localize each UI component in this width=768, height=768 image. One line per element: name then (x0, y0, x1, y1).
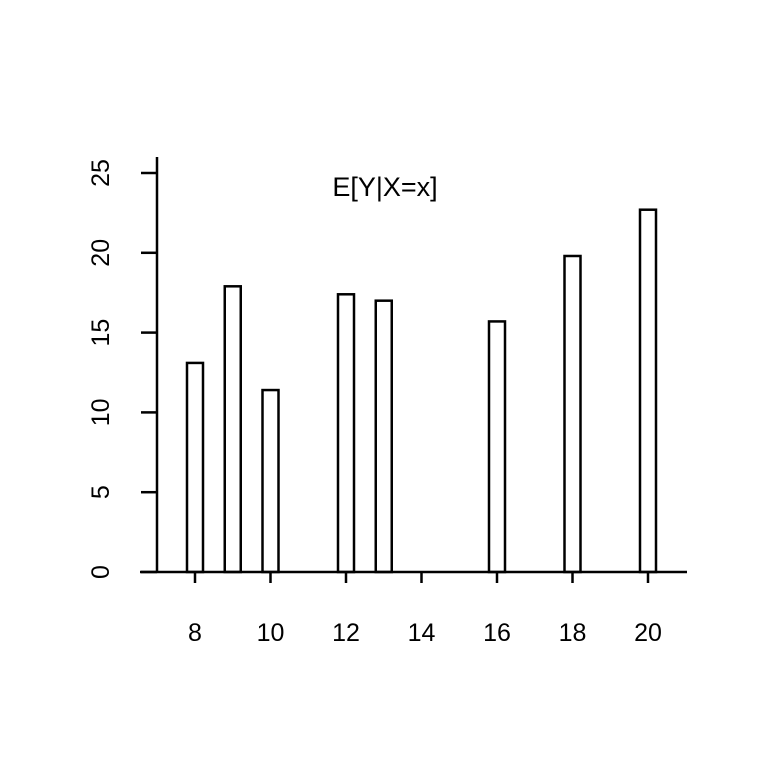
bar-x-8 (185, 361, 205, 574)
x-tick-label-10: 10 (257, 619, 285, 647)
x-tick-label-12: 12 (332, 619, 360, 647)
y-tick-label-5: 5 (87, 485, 115, 499)
x-tick-label-14: 14 (408, 619, 436, 647)
bar-x-10 (261, 388, 280, 574)
y-tick-label-15: 15 (87, 319, 115, 347)
x-tick-label-20: 20 (634, 619, 662, 647)
bar-x-13 (374, 299, 393, 574)
x-tick-label-16: 16 (483, 619, 511, 647)
chart-title: E[Y|X=x] (332, 172, 437, 202)
y-tick-label-25: 25 (87, 159, 115, 187)
bar-x-9 (223, 285, 242, 574)
bars-layer (185, 208, 658, 574)
y-tick-label-0: 0 (87, 565, 115, 579)
y-axis: 0 5 10 15 20 25 (87, 159, 157, 579)
bar-x-12 (336, 293, 356, 574)
x-tick-label-8: 8 (188, 619, 202, 647)
bar-x-18 (563, 254, 582, 574)
bar-x-16 (487, 320, 507, 574)
y-tick-label-20: 20 (87, 239, 115, 267)
bar-x-20 (638, 208, 658, 574)
y-tick-label-10: 10 (87, 398, 115, 426)
x-tick-label-18: 18 (559, 619, 587, 647)
x-axis: 8 10 12 14 16 18 20 (188, 572, 662, 647)
